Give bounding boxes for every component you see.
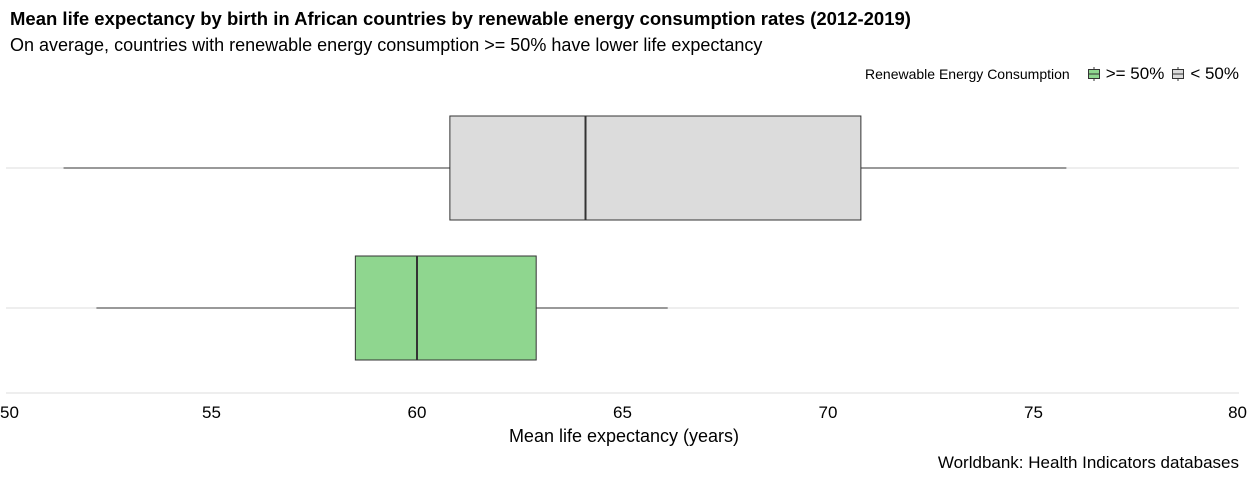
legend-item-low: < 50% — [1172, 64, 1239, 84]
legend: Renewable Energy Consumption >= 50% < 50… — [865, 64, 1239, 84]
chart-title: Mean life expectancy by birth in African… — [10, 8, 911, 29]
legend-item-high: >= 50% — [1087, 64, 1165, 84]
chart-caption: Worldbank: Health Indicators databases — [937, 453, 1239, 472]
legend-key-low-icon — [1172, 67, 1185, 81]
x-tick-label: 65 — [613, 403, 632, 422]
boxplots — [63, 115, 1067, 361]
chart-subtitle: On average, countries with renewable ene… — [10, 35, 763, 55]
x-axis-ticks: 50 55 60 65 70 75 80 — [0, 403, 1247, 422]
legend-title: Renewable Energy Consumption — [865, 66, 1070, 82]
legend-label-high: >= 50% — [1105, 64, 1165, 83]
boxplot-low — [63, 115, 1067, 221]
x-tick-label: 50 — [0, 403, 19, 422]
box-iqr — [354, 255, 537, 361]
box-iqr — [449, 115, 862, 221]
x-tick-label: 75 — [1024, 403, 1043, 422]
x-tick-label: 60 — [408, 403, 427, 422]
boxplot-high — [96, 255, 668, 361]
legend-key-high-icon — [1087, 67, 1100, 81]
legend-label-low: < 50% — [1190, 64, 1239, 83]
x-axis-title: Mean life expectancy (years) — [509, 426, 739, 446]
x-tick-label: 80 — [1228, 403, 1247, 422]
x-tick-label: 55 — [202, 403, 221, 422]
x-tick-label: 70 — [819, 403, 838, 422]
